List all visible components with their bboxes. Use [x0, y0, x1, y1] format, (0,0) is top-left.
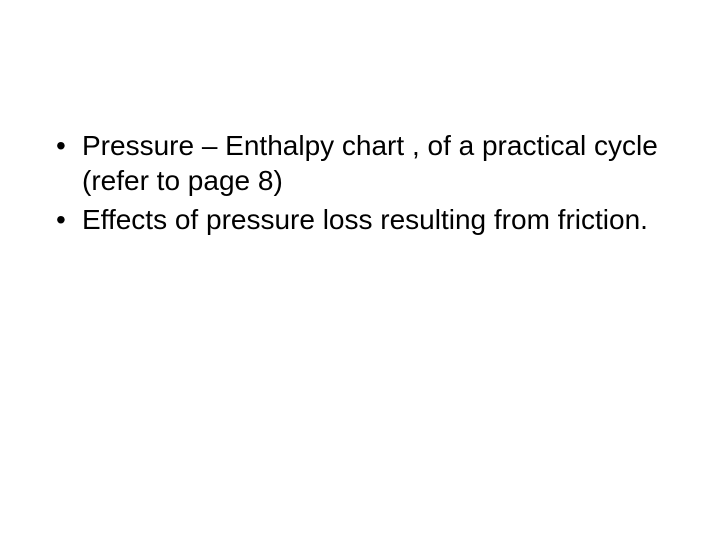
list-item: Pressure – Enthalpy chart , of a practic… — [50, 128, 670, 198]
list-item: Effects of pressure loss resulting from … — [50, 202, 670, 237]
slide-content: Pressure – Enthalpy chart , of a practic… — [50, 128, 670, 241]
bullet-list: Pressure – Enthalpy chart , of a practic… — [50, 128, 670, 237]
